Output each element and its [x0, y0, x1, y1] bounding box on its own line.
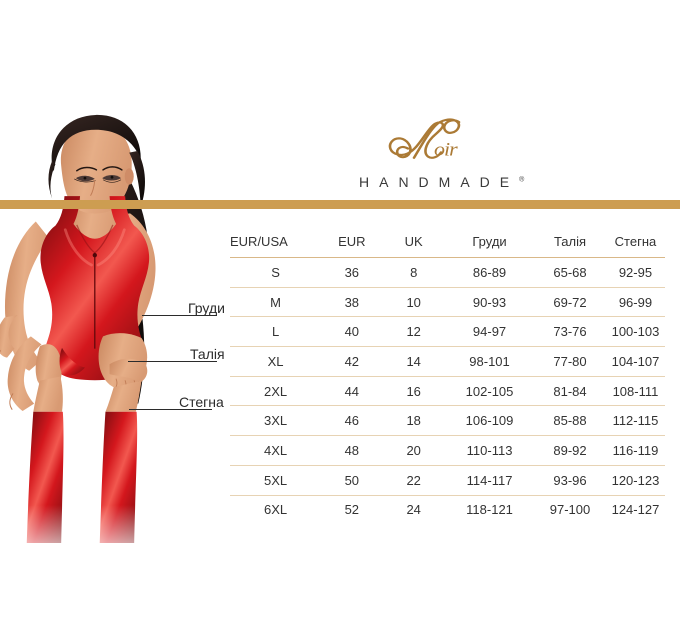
svg-text:oir: oir: [434, 140, 458, 160]
